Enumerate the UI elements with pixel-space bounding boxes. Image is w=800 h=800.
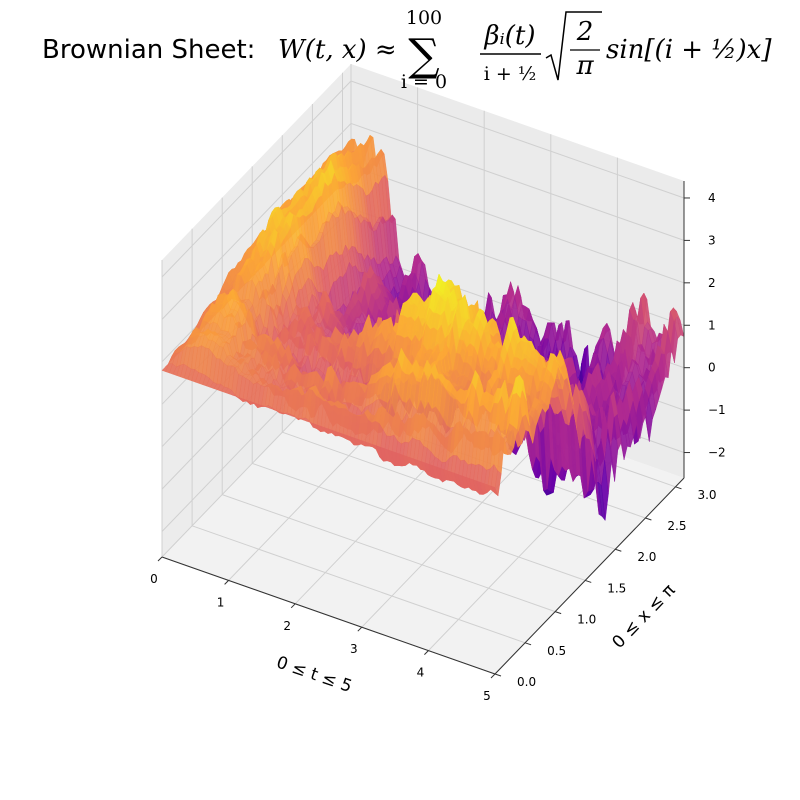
grid-line-x	[191, 228, 526, 644]
surface-plot	[161, 134, 685, 522]
grid-line-z	[161, 122, 685, 320]
grid-line-z	[161, 80, 685, 278]
